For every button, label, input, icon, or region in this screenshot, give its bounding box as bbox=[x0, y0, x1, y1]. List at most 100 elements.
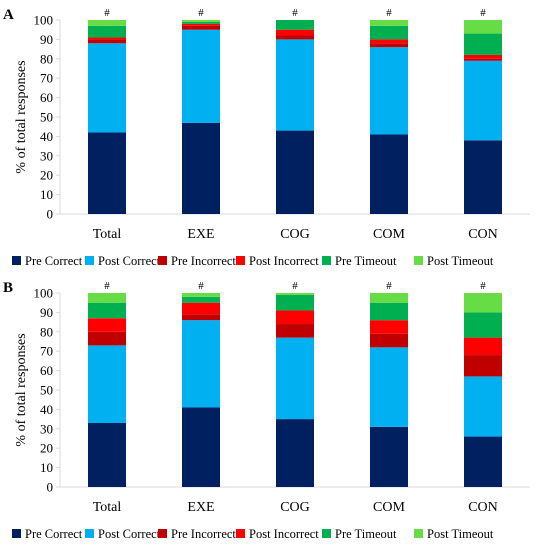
bar-segment-post-incorrect bbox=[182, 23, 220, 26]
bar-segment-post-incorrect bbox=[276, 310, 314, 325]
bar-segment-post-correct bbox=[182, 29, 220, 123]
y-tick-label: 60 bbox=[40, 363, 53, 378]
panel-label-b: B bbox=[3, 280, 13, 296]
x-category-label: Total bbox=[93, 500, 122, 515]
bar-segment-pre-correct bbox=[464, 140, 502, 214]
legend-label: Post Timeout bbox=[427, 527, 494, 541]
y-axis-label: % of total responses bbox=[14, 60, 29, 173]
bar-segment-post-timeout bbox=[464, 20, 502, 34]
bar-segment-pre-timeout bbox=[182, 296, 220, 303]
legend-label: Pre Correct bbox=[25, 254, 83, 268]
bar-segment-pre-correct bbox=[370, 426, 408, 487]
bar-segment-post-incorrect bbox=[464, 54, 502, 59]
x-category-label: COM bbox=[373, 500, 405, 515]
bar-segment-pre-incorrect bbox=[464, 58, 502, 61]
bar-segment-post-timeout bbox=[182, 293, 220, 297]
chart-panel-a: A % of total responses 0 10 20 30 40 50 60 70 80 90… bbox=[0, 0, 550, 272]
bar-segment-pre-correct bbox=[276, 419, 314, 487]
y-tick-label: 50 bbox=[40, 110, 53, 125]
legend-swatch bbox=[158, 529, 167, 538]
legend-swatch bbox=[85, 529, 94, 538]
legend-swatch bbox=[236, 529, 245, 538]
significance-marker: # bbox=[198, 280, 204, 292]
stacked-bar-chart-a: A % of total responses 0 10 20 30 40 50 60 70 80 90… bbox=[3, 7, 530, 268]
bar-segment-pre-correct bbox=[276, 130, 314, 214]
y-tick-label: 10 bbox=[40, 460, 53, 475]
legend-label: Post Timeout bbox=[427, 254, 494, 268]
legend-label: Pre Timeout bbox=[335, 527, 397, 541]
bar-segment-post-incorrect bbox=[88, 318, 126, 332]
legend-swatch bbox=[322, 256, 331, 265]
y-tick-label: 0 bbox=[47, 207, 54, 222]
significance-marker: # bbox=[292, 7, 298, 19]
legend-label: Post Correct bbox=[98, 527, 161, 541]
bar-segment-pre-correct bbox=[370, 134, 408, 214]
bar-segment-pre-timeout bbox=[182, 21, 220, 24]
x-category-label: CON bbox=[468, 500, 498, 515]
legend-swatch bbox=[236, 256, 245, 265]
significance-marker: # bbox=[198, 7, 204, 19]
x-category-label: EXE bbox=[187, 227, 214, 242]
bar-segment-post-timeout bbox=[464, 293, 502, 313]
bar-segment-post-correct bbox=[88, 345, 126, 423]
bar-segment-post-timeout bbox=[276, 293, 314, 295]
bar-segment-post-timeout bbox=[370, 293, 408, 303]
significance-marker: # bbox=[480, 280, 486, 292]
legend-label: Post Incorrect bbox=[249, 527, 319, 541]
bar-segment-post-incorrect bbox=[182, 302, 220, 315]
legend-swatch bbox=[12, 256, 21, 265]
bar-segment-pre-incorrect bbox=[464, 355, 502, 377]
significance-marker: # bbox=[386, 7, 392, 19]
bar-segment-post-correct bbox=[370, 347, 408, 427]
legend-label: Pre Timeout bbox=[335, 254, 397, 268]
bar-segment-pre-timeout bbox=[370, 25, 408, 40]
significance-marker: # bbox=[292, 280, 298, 292]
bar-segment-post-timeout bbox=[88, 20, 126, 26]
bar-segment-pre-timeout bbox=[464, 33, 502, 55]
y-tick-label: 100 bbox=[34, 13, 54, 28]
x-category-label: COG bbox=[280, 500, 310, 515]
x-category-label: EXE bbox=[187, 500, 214, 515]
legend-label: Pre Correct bbox=[25, 527, 83, 541]
bar-segment-pre-timeout bbox=[88, 302, 126, 319]
legend-label: Pre Incorrect bbox=[171, 254, 236, 268]
bar-segment-post-incorrect bbox=[276, 29, 314, 36]
legend-swatch bbox=[414, 529, 423, 538]
y-tick-label: 80 bbox=[40, 324, 53, 339]
legend-swatch bbox=[85, 256, 94, 265]
bar-segment-post-timeout bbox=[182, 20, 220, 22]
bar-segment-pre-timeout bbox=[276, 294, 314, 311]
panel-label-a: A bbox=[3, 7, 14, 23]
y-tick-label: 40 bbox=[40, 402, 53, 417]
bar-segment-post-correct bbox=[182, 320, 220, 408]
legend-swatch bbox=[322, 529, 331, 538]
y-tick-label: 30 bbox=[40, 148, 53, 163]
bar-segment-pre-correct bbox=[182, 407, 220, 487]
x-category-label: COM bbox=[373, 227, 405, 242]
bar-segment-post-correct bbox=[276, 39, 314, 131]
y-tick-label: 80 bbox=[40, 51, 53, 66]
bar-segment-post-correct bbox=[464, 60, 502, 141]
bar-segment-post-timeout bbox=[370, 20, 408, 26]
y-tick-label: 60 bbox=[40, 90, 53, 105]
bar-segment-pre-incorrect bbox=[370, 333, 408, 348]
x-category-label: Total bbox=[93, 227, 122, 242]
bar-segment-pre-incorrect bbox=[182, 314, 220, 321]
y-tick-label: 70 bbox=[40, 344, 53, 359]
bar-segment-post-incorrect bbox=[88, 37, 126, 40]
y-tick-label: 40 bbox=[40, 129, 53, 144]
bar-segment-pre-timeout bbox=[464, 312, 502, 338]
legend-label: Post Incorrect bbox=[249, 254, 319, 268]
bar-segment-pre-incorrect bbox=[276, 324, 314, 338]
y-tick-label: 10 bbox=[40, 187, 53, 202]
bar-segment-pre-timeout bbox=[88, 25, 126, 38]
y-tick-label: 30 bbox=[40, 421, 53, 436]
bar-segment-pre-correct bbox=[88, 422, 126, 487]
bar-segment-pre-timeout bbox=[276, 20, 314, 30]
bar-segment-pre-incorrect bbox=[88, 331, 126, 346]
y-tick-label: 20 bbox=[40, 168, 53, 183]
bar-segment-pre-correct bbox=[182, 122, 220, 214]
bar-segment-post-incorrect bbox=[370, 39, 408, 44]
chart-panel-b: B % of total responses 0 10 20 30 40 50 60 70 80 90… bbox=[0, 273, 550, 545]
bar-segment-post-correct bbox=[88, 43, 126, 133]
